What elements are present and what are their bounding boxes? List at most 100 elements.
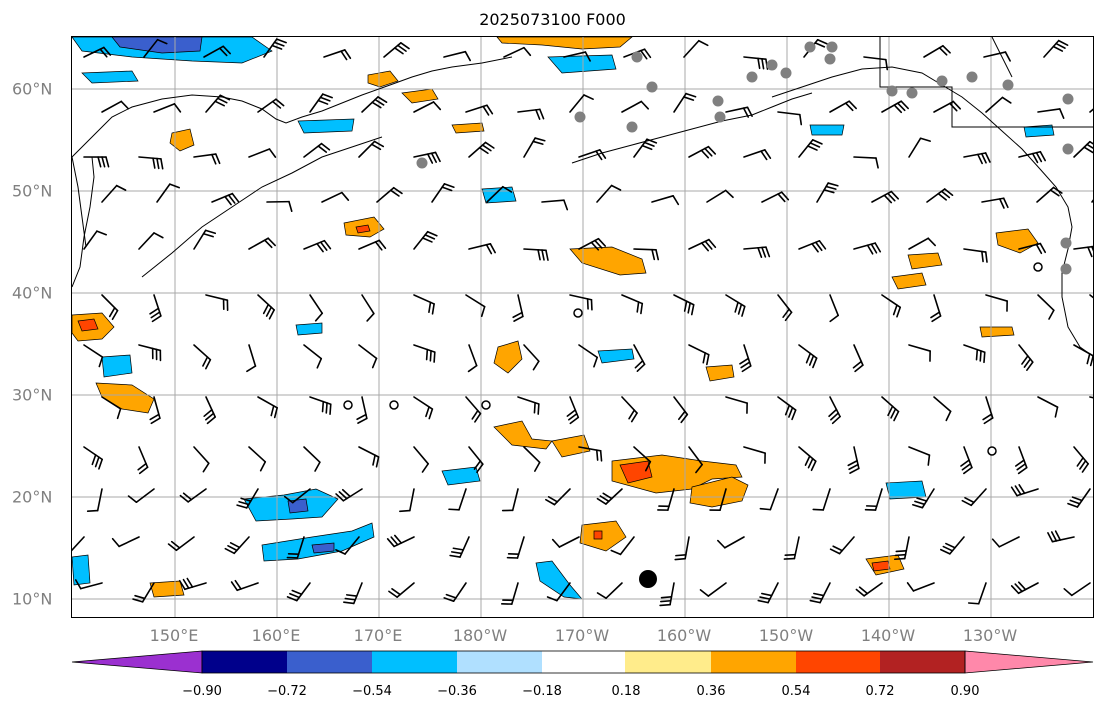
wind-barb [309, 396, 332, 416]
wind-barb [358, 239, 387, 251]
wind-barb [465, 294, 486, 318]
map-plot-area [71, 36, 1094, 618]
wind-barb [248, 446, 267, 472]
anomaly-positive [401, 88, 439, 104]
wind-barb [83, 156, 110, 168]
wind-barb [358, 446, 380, 468]
wind-barb [230, 579, 259, 592]
wind-barb [523, 137, 546, 158]
wind-barb [864, 488, 883, 511]
colorbar-segment [457, 651, 542, 673]
wind-barb [178, 577, 207, 591]
wind-barb [541, 199, 569, 211]
anomaly-positive [496, 37, 633, 50]
wind-barb [853, 156, 879, 169]
anomaly-positive [579, 520, 627, 552]
wind-barb [912, 488, 935, 509]
wind-barb [413, 446, 429, 473]
wind-barb [674, 536, 690, 561]
anomaly-negative [809, 124, 845, 136]
wind-barb [578, 446, 603, 462]
wind-barb [829, 536, 855, 555]
station-marker [936, 75, 948, 87]
wind-barb [205, 294, 229, 311]
wind-barb [1073, 140, 1093, 158]
wind-barb [551, 536, 580, 548]
wind-barb [1015, 446, 1028, 475]
coastline [571, 92, 813, 164]
colorbar-segment [542, 651, 625, 673]
colorbar-extend-min [71, 650, 203, 674]
wind-barb [1037, 294, 1055, 320]
colorbar-tick-label: 0.54 [781, 684, 811, 699]
wind-barb [465, 396, 482, 423]
coastline [771, 66, 1093, 357]
anomaly-positive [995, 228, 1039, 254]
wind-barb [963, 344, 986, 364]
wind-barb [257, 98, 285, 113]
wind-barb [699, 582, 727, 597]
wind-barb [1091, 199, 1093, 203]
wind-barb [1089, 294, 1093, 299]
station-marker [886, 85, 898, 97]
station-marker [804, 41, 816, 53]
anomaly-positive [569, 246, 647, 276]
calm-wind-marker [481, 400, 491, 410]
wind-barb [777, 111, 803, 126]
wind-barb [236, 488, 259, 509]
wind-barb [257, 396, 278, 419]
station-marker [712, 95, 724, 107]
wind-barb [263, 38, 287, 58]
wind-barb [963, 152, 991, 165]
wind-barb [1089, 396, 1093, 399]
wind-barb [596, 184, 622, 203]
wind-barb [798, 344, 818, 369]
wind-barb [443, 50, 471, 62]
wind-barb [1010, 581, 1039, 595]
station-marker [1060, 263, 1072, 275]
wind-barb [743, 446, 766, 464]
lat-label-30n: 30°N [12, 385, 53, 405]
wind-barb [939, 536, 965, 555]
wind-barb [1063, 582, 1091, 597]
wind-barb [193, 446, 210, 473]
wind-barb [153, 103, 182, 113]
colorbar-extend-max [964, 650, 1094, 674]
colorbar-tick-label: −0.72 [267, 684, 307, 699]
colorbar-segment [287, 651, 372, 673]
wind-barb [86, 488, 103, 513]
wind-barb [578, 149, 607, 161]
wind-barb [193, 229, 217, 250]
map-canvas [72, 37, 1093, 617]
wind-barb [798, 240, 827, 253]
wind-barb [343, 582, 363, 605]
wind-barb [545, 488, 571, 506]
wind-barb [828, 396, 841, 425]
wind-barb [563, 51, 591, 62]
wind-barb [468, 141, 495, 158]
colorbar-tick-label: 0.18 [611, 684, 641, 699]
wind-barb [501, 488, 519, 512]
wind-barb [211, 192, 240, 206]
lon-label-150e: 150°E [149, 626, 199, 645]
anomaly-negative [72, 554, 91, 586]
lon-label-160w: 160°W [656, 626, 712, 645]
calm-wind-marker [1033, 262, 1043, 272]
wind-barb [309, 93, 333, 113]
anomaly-positive [979, 326, 1015, 338]
colorbar-tick-label: −0.90 [182, 684, 222, 699]
anomaly-negative [295, 322, 323, 336]
wind-barb [783, 536, 800, 560]
anomaly-positive [593, 530, 603, 540]
wind-barb [383, 42, 410, 58]
wind-barb [1073, 446, 1089, 473]
wind-barb [871, 190, 900, 204]
anomaly-negative [81, 70, 139, 84]
wind-barb [137, 446, 149, 475]
wind-barbs [72, 38, 1093, 607]
station-marker [766, 59, 778, 71]
station-marker [574, 111, 586, 123]
wind-barb [621, 396, 638, 423]
wind-barb [523, 446, 541, 472]
wind-barb [413, 396, 434, 420]
